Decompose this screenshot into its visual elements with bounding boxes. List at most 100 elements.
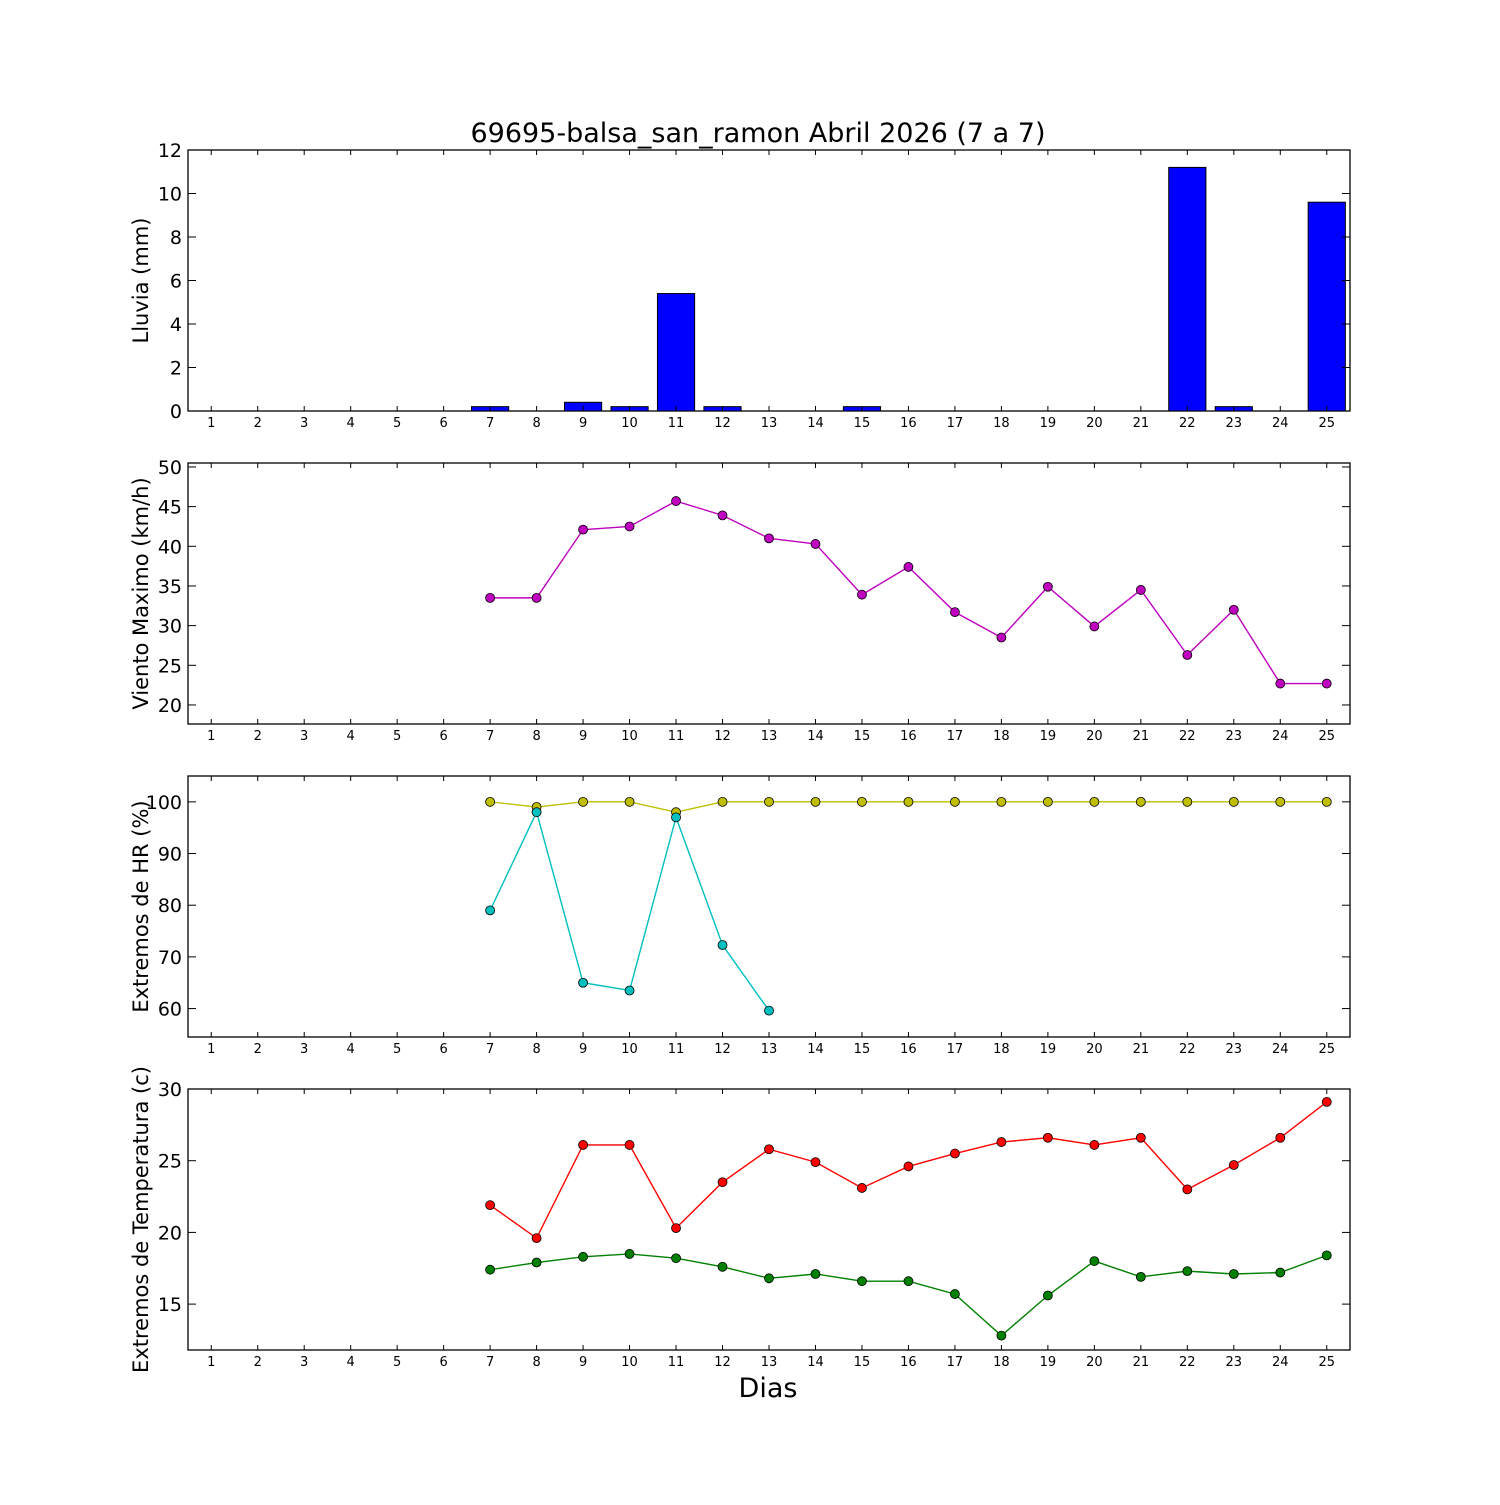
lluvia-xtick-label-18: 18 xyxy=(993,416,1010,431)
viento-xtick-label-22: 22 xyxy=(1179,729,1196,744)
viento-series-0-point-day-15 xyxy=(857,589,867,600)
hr-xtick-label-19: 19 xyxy=(1040,1042,1057,1057)
viento-ytick-label-25: 25 xyxy=(158,655,182,677)
temperatura-series-1-point-day-17 xyxy=(950,1289,960,1299)
viento-xtick-label-8: 8 xyxy=(532,729,540,744)
lluvia-xtick-label-14: 14 xyxy=(807,416,824,431)
lluvia-xtick-label-25: 25 xyxy=(1318,416,1335,431)
viento-series-0-point-day-18 xyxy=(996,632,1007,643)
temperatura-series-0-point-day-15 xyxy=(857,1183,867,1193)
lluvia-xtick-label-22: 22 xyxy=(1179,416,1196,431)
hr-ytick-label-60: 60 xyxy=(158,999,182,1021)
viento-xtick-label-14: 14 xyxy=(807,729,824,744)
temperatura-xtick-label-2: 2 xyxy=(254,1355,262,1370)
viento-y-axis-label: Viento Maximo (km/h) xyxy=(129,477,153,709)
hr-xtick-label-14: 14 xyxy=(807,1042,824,1057)
viento-xtick-label-25: 25 xyxy=(1318,729,1335,744)
temperatura-series-0-point-day-14 xyxy=(810,1157,821,1168)
viento-series-0-point-day-23 xyxy=(1228,604,1239,615)
temperatura-series-1-point-day-8 xyxy=(531,1257,542,1268)
temperatura-series-0-point-day-20 xyxy=(1089,1140,1100,1150)
temperatura-series-1-point-day-15 xyxy=(857,1276,867,1287)
viento-series-0-point-day-22 xyxy=(1182,650,1193,660)
viento-xtick-label-19: 19 xyxy=(1040,729,1057,744)
viento-xtick-label-4: 4 xyxy=(347,729,355,744)
hr-series-0-point-day-17 xyxy=(950,796,960,807)
hr-xtick-label-5: 5 xyxy=(393,1042,401,1057)
lluvia-ytick-label-0: 0 xyxy=(170,401,182,423)
viento-series-0-point-day-25 xyxy=(1321,678,1332,689)
hr-xtick-label-11: 11 xyxy=(668,1042,685,1057)
hr-series-0-point-day-12 xyxy=(717,796,728,807)
temperatura-series-0-point-day-25 xyxy=(1321,1097,1332,1107)
temperatura-series-1-point-day-11 xyxy=(671,1253,681,1264)
lluvia-xtick-label-9: 9 xyxy=(579,416,587,431)
temperatura-series-1-point-day-21 xyxy=(1135,1271,1146,1282)
lluvia-plot-area xyxy=(187,149,1351,412)
hr-xtick-label-4: 4 xyxy=(347,1042,355,1057)
viento-xtick-label-12: 12 xyxy=(714,729,731,744)
hr-xtick-label-12: 12 xyxy=(714,1042,731,1057)
hr-xtick-label-7: 7 xyxy=(486,1042,494,1057)
hr-series-0-point-day-15 xyxy=(857,796,867,807)
temperatura-series-1-point-day-13 xyxy=(764,1273,774,1284)
temperatura-series-1-point-day-14 xyxy=(810,1269,821,1279)
hr-y-axis-label: Extremos de HR (%) xyxy=(129,800,153,1012)
viento-ytick-label-20: 20 xyxy=(158,695,182,717)
viento-xtick-label-17: 17 xyxy=(947,729,964,744)
hr-xtick-label-22: 22 xyxy=(1179,1042,1196,1057)
viento-series-0-point-day-10 xyxy=(624,521,635,532)
temperatura-xtick-label-10: 10 xyxy=(621,1355,638,1370)
hr-ytick-label-70: 70 xyxy=(158,947,182,969)
temperatura-xtick-label-23: 23 xyxy=(1226,1355,1243,1370)
hr-xtick-label-24: 24 xyxy=(1272,1042,1289,1057)
hr-xtick-label-15: 15 xyxy=(854,1042,871,1057)
chart-title: 69695-balsa_san_ramon Abril 2026 (7 a 7) xyxy=(470,118,1045,149)
viento-xtick-label-11: 11 xyxy=(668,729,685,744)
hr-xtick-label-18: 18 xyxy=(993,1042,1010,1057)
lluvia-xtick-label-24: 24 xyxy=(1272,416,1289,431)
lluvia-xtick-label-8: 8 xyxy=(532,416,540,431)
temperatura-series-0-point-day-18 xyxy=(996,1137,1007,1147)
viento-series-0-point-day-19 xyxy=(1042,581,1053,592)
viento-xtick-label-21: 21 xyxy=(1133,729,1150,744)
temperatura-series-0-point-day-17 xyxy=(950,1148,960,1159)
temperatura-xtick-label-7: 7 xyxy=(486,1355,494,1370)
lluvia-xtick-label-2: 2 xyxy=(254,416,262,431)
temperatura-xtick-label-24: 24 xyxy=(1272,1355,1289,1370)
temperatura-series-1-point-day-9 xyxy=(578,1251,588,1262)
temperatura-y-axis-label: Extremos de Temperatura (c) xyxy=(129,1066,153,1373)
viento-series-0-point-day-11 xyxy=(671,496,681,506)
lluvia-xtick-label-4: 4 xyxy=(347,416,355,431)
temperatura-xtick-label-13: 13 xyxy=(761,1355,778,1370)
lluvia-ytick-label-10: 10 xyxy=(158,184,182,206)
temperatura-series-1-point-day-25 xyxy=(1321,1250,1332,1261)
viento-xtick-label-10: 10 xyxy=(621,729,638,744)
lluvia-xtick-label-10: 10 xyxy=(621,416,638,431)
lluvia-xtick-label-21: 21 xyxy=(1133,416,1150,431)
viento-xtick-label-6: 6 xyxy=(439,729,447,744)
temperatura-xtick-label-16: 16 xyxy=(900,1355,917,1370)
viento-xtick-label-1: 1 xyxy=(207,729,215,744)
hr-xtick-label-20: 20 xyxy=(1086,1042,1103,1057)
panel-lluvia: 1 2 3 4 5 6 7 8 9 10 11 12 13 14 15 16 17 18 19 20 21 22 23 24 2… xyxy=(129,118,1351,431)
lluvia-xtick-label-19: 19 xyxy=(1040,416,1057,431)
lluvia-xtick-label-3: 3 xyxy=(300,416,308,431)
temperatura-xtick-label-11: 11 xyxy=(668,1355,685,1370)
lluvia-ytick-label-6: 6 xyxy=(170,271,182,293)
hr-series-0-point-day-25 xyxy=(1321,796,1332,807)
temperatura-series-1-point-day-16 xyxy=(903,1276,914,1287)
viento-xtick-label-24: 24 xyxy=(1272,729,1289,744)
lluvia-xtick-label-1: 1 xyxy=(207,416,215,431)
temperatura-series-1-point-day-22 xyxy=(1182,1266,1193,1277)
hr-xtick-label-23: 23 xyxy=(1226,1042,1243,1057)
hr-xtick-label-21: 21 xyxy=(1133,1042,1150,1057)
temperatura-xtick-label-9: 9 xyxy=(579,1355,587,1370)
hr-series-1-point-day-11 xyxy=(671,812,681,823)
viento-series-0-point-day-13 xyxy=(764,533,774,544)
hr-series-0-point-day-13 xyxy=(764,796,774,807)
hr-series-0-point-day-10 xyxy=(624,796,635,807)
temperatura-series-1-point-day-10 xyxy=(624,1249,635,1259)
viento-ytick-label-45: 45 xyxy=(158,497,182,519)
